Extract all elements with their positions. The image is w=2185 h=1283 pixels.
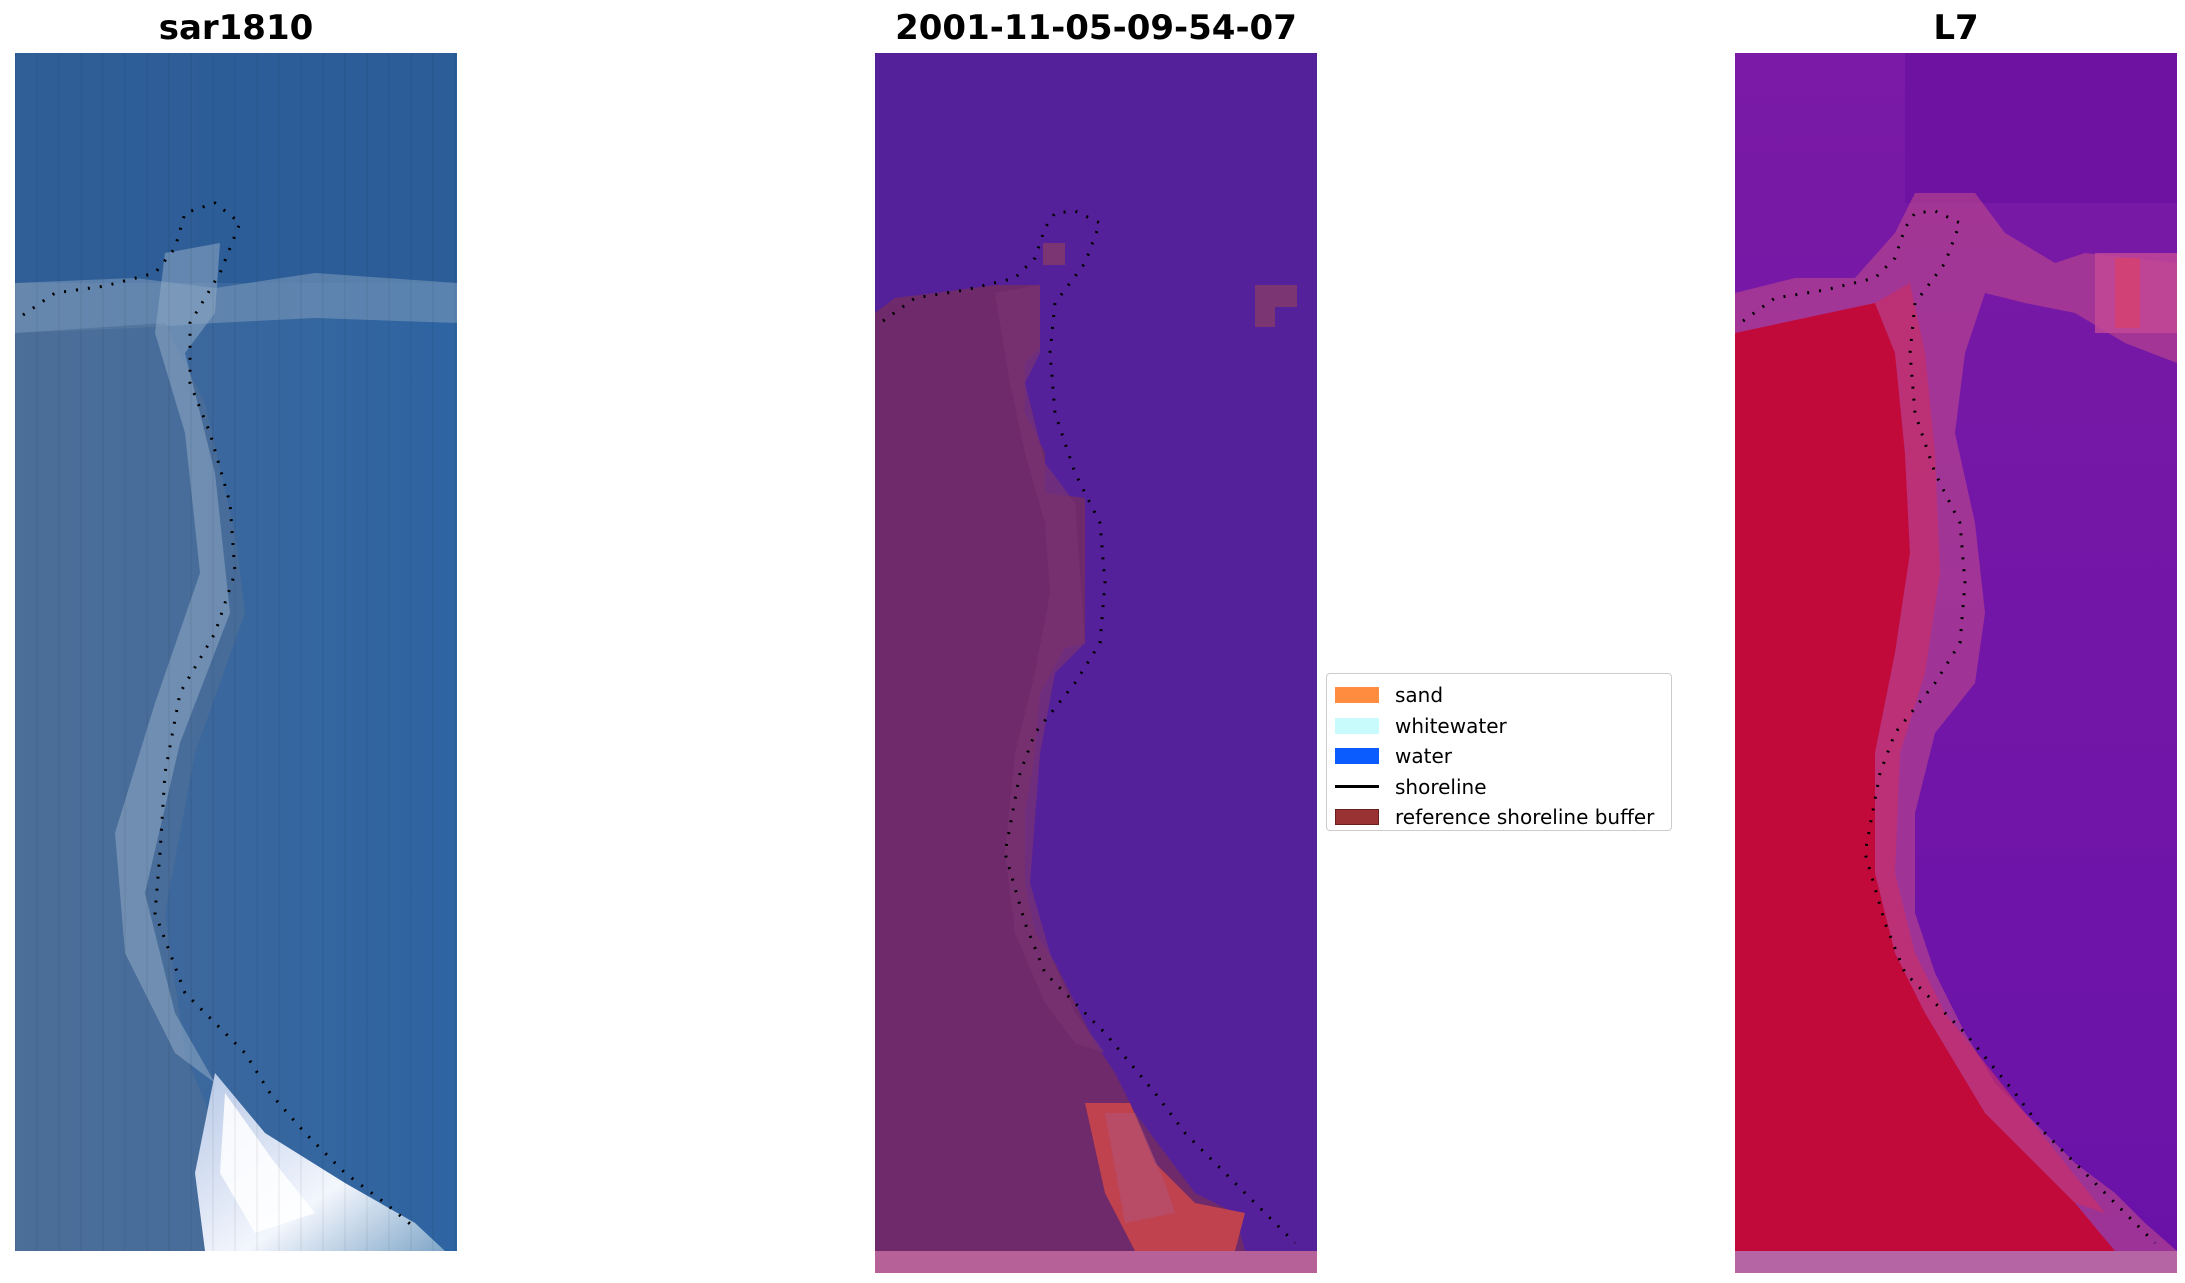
shoreline-falsecolor — [1742, 209, 2157, 1245]
whitewater-swatch — [1335, 717, 1379, 734]
shoreline-classification — [882, 209, 1297, 1245]
sand-swatch — [1335, 687, 1379, 704]
legend-label-reference-buffer: reference shoreline buffer — [1395, 805, 1655, 830]
legend-item-water: water — [1335, 741, 1663, 772]
legend-item-reference-buffer: reference shoreline buffer — [1335, 802, 1663, 833]
shoreline-line-swatch — [1335, 785, 1379, 789]
legend-item-shoreline: shoreline — [1335, 772, 1663, 803]
panel-title-falsecolor: L7 — [1933, 8, 1979, 48]
shoreline-rgb — [22, 201, 416, 1230]
legend-item-sand: sand — [1335, 680, 1663, 711]
panel-title-rgb: sar1810 — [158, 8, 314, 48]
falsecolor-image — [1735, 53, 2177, 1273]
legend-label-shoreline: shoreline — [1395, 774, 1487, 799]
panel-title-classification: 2001-11-05-09-54-07 — [895, 8, 1297, 48]
legend-label-sand: sand — [1395, 683, 1444, 708]
legend-label-water: water — [1395, 744, 1452, 769]
legend-label-whitewater: whitewater — [1395, 713, 1507, 738]
legend-item-whitewater: whitewater — [1335, 711, 1663, 742]
rgb-image — [15, 53, 457, 1251]
legend: sand whitewater water shoreline referenc… — [1326, 673, 1672, 831]
falsecolor-panel — [1735, 53, 2177, 1273]
water-swatch — [1335, 748, 1379, 765]
reference-buffer-swatch — [1335, 809, 1379, 826]
classification-panel — [875, 53, 1317, 1273]
rgb-image-panel — [15, 53, 457, 1251]
classification-image — [875, 53, 1317, 1273]
